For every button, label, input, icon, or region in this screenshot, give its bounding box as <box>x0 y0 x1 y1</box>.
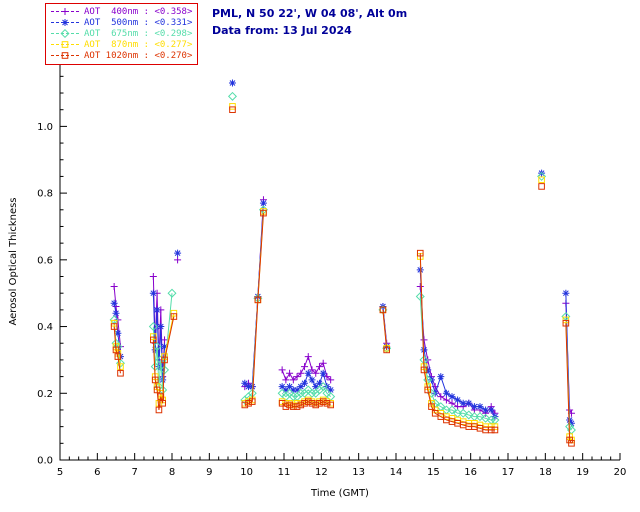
svg-text:20: 20 <box>614 467 627 478</box>
line-marker-sample-870nm <box>51 41 79 48</box>
chart-header: PML, N 50 22', W 04 08', Alt 0m Data fro… <box>212 5 407 39</box>
axis-labels: 5 6 7 8 9 10 11 12 13 14 15 16 17 18 19 20 0.0 0.2 0.4 0.6 0… <box>8 122 626 499</box>
svg-text:5: 5 <box>57 467 63 478</box>
legend-item-aot-1020nm: AOT 1020nm : <0.270> <box>50 50 192 61</box>
x-axis-title: Time (GMT) <box>310 488 369 499</box>
legend-item-aot-500nm: AOT 500nm : <0.331> <box>50 17 192 28</box>
legend-sample-1020nm <box>51 52 79 59</box>
svg-text:15: 15 <box>427 467 440 478</box>
legend-label-675nm: AOT 675nm : <0.298> <box>84 28 193 39</box>
legend-label-500nm: AOT 500nm : <0.331> <box>84 17 193 28</box>
svg-text:19: 19 <box>576 467 589 478</box>
data-date: Data from: 13 Jul 2024 <box>212 24 352 37</box>
line-marker-sample-675nm <box>51 28 79 39</box>
legend-label-400nm: AOT 400nm : <0.358> <box>84 6 193 17</box>
svg-text:0.4: 0.4 <box>37 322 53 333</box>
legend: AOT 400nm : <0.358> AOT 500nm : <0.331> … <box>45 3 199 65</box>
legend-label-1020nm: AOT 1020nm : <0.270> <box>84 50 193 61</box>
series-aot-1020nm <box>110 106 575 447</box>
series-aot-500nm <box>110 79 575 427</box>
line-marker-sample-500nm <box>51 19 79 26</box>
svg-text:0.6: 0.6 <box>37 255 53 266</box>
line-marker-sample-400nm <box>51 8 79 15</box>
svg-text:1.0: 1.0 <box>37 122 53 133</box>
svg-text:10: 10 <box>240 467 253 478</box>
svg-text:11: 11 <box>278 467 291 478</box>
svg-text:0.2: 0.2 <box>37 389 53 400</box>
svg-text:12: 12 <box>315 467 328 478</box>
svg-text:8: 8 <box>169 467 175 478</box>
svg-text:13: 13 <box>352 467 365 478</box>
svg-text:6: 6 <box>94 467 100 478</box>
svg-text:17: 17 <box>502 467 515 478</box>
series-aot-675nm <box>109 91 576 435</box>
svg-text:16: 16 <box>464 467 477 478</box>
axes <box>59 63 621 461</box>
series-aot-870nm <box>110 103 575 444</box>
y-axis-title: Aerosol Optical Thickness <box>8 197 19 325</box>
svg-text:0.8: 0.8 <box>37 189 53 200</box>
svg-text:0.0: 0.0 <box>37 456 53 467</box>
svg-text:9: 9 <box>206 467 212 478</box>
svg-text:7: 7 <box>131 467 137 478</box>
legend-label-870nm: AOT 870nm : <0.277> <box>84 39 193 50</box>
svg-text:14: 14 <box>390 467 403 478</box>
legend-item-aot-870nm: AOT 870nm : <0.277> <box>50 39 192 50</box>
legend-item-aot-400nm: AOT 400nm : <0.358> <box>50 6 192 17</box>
legend-item-aot-675nm: AOT 675nm : <0.298> <box>50 28 192 39</box>
station-info: PML, N 50 22', W 04 08', Alt 0m <box>212 7 408 20</box>
svg-text:18: 18 <box>539 467 552 478</box>
series-aot-400nm <box>110 196 575 417</box>
